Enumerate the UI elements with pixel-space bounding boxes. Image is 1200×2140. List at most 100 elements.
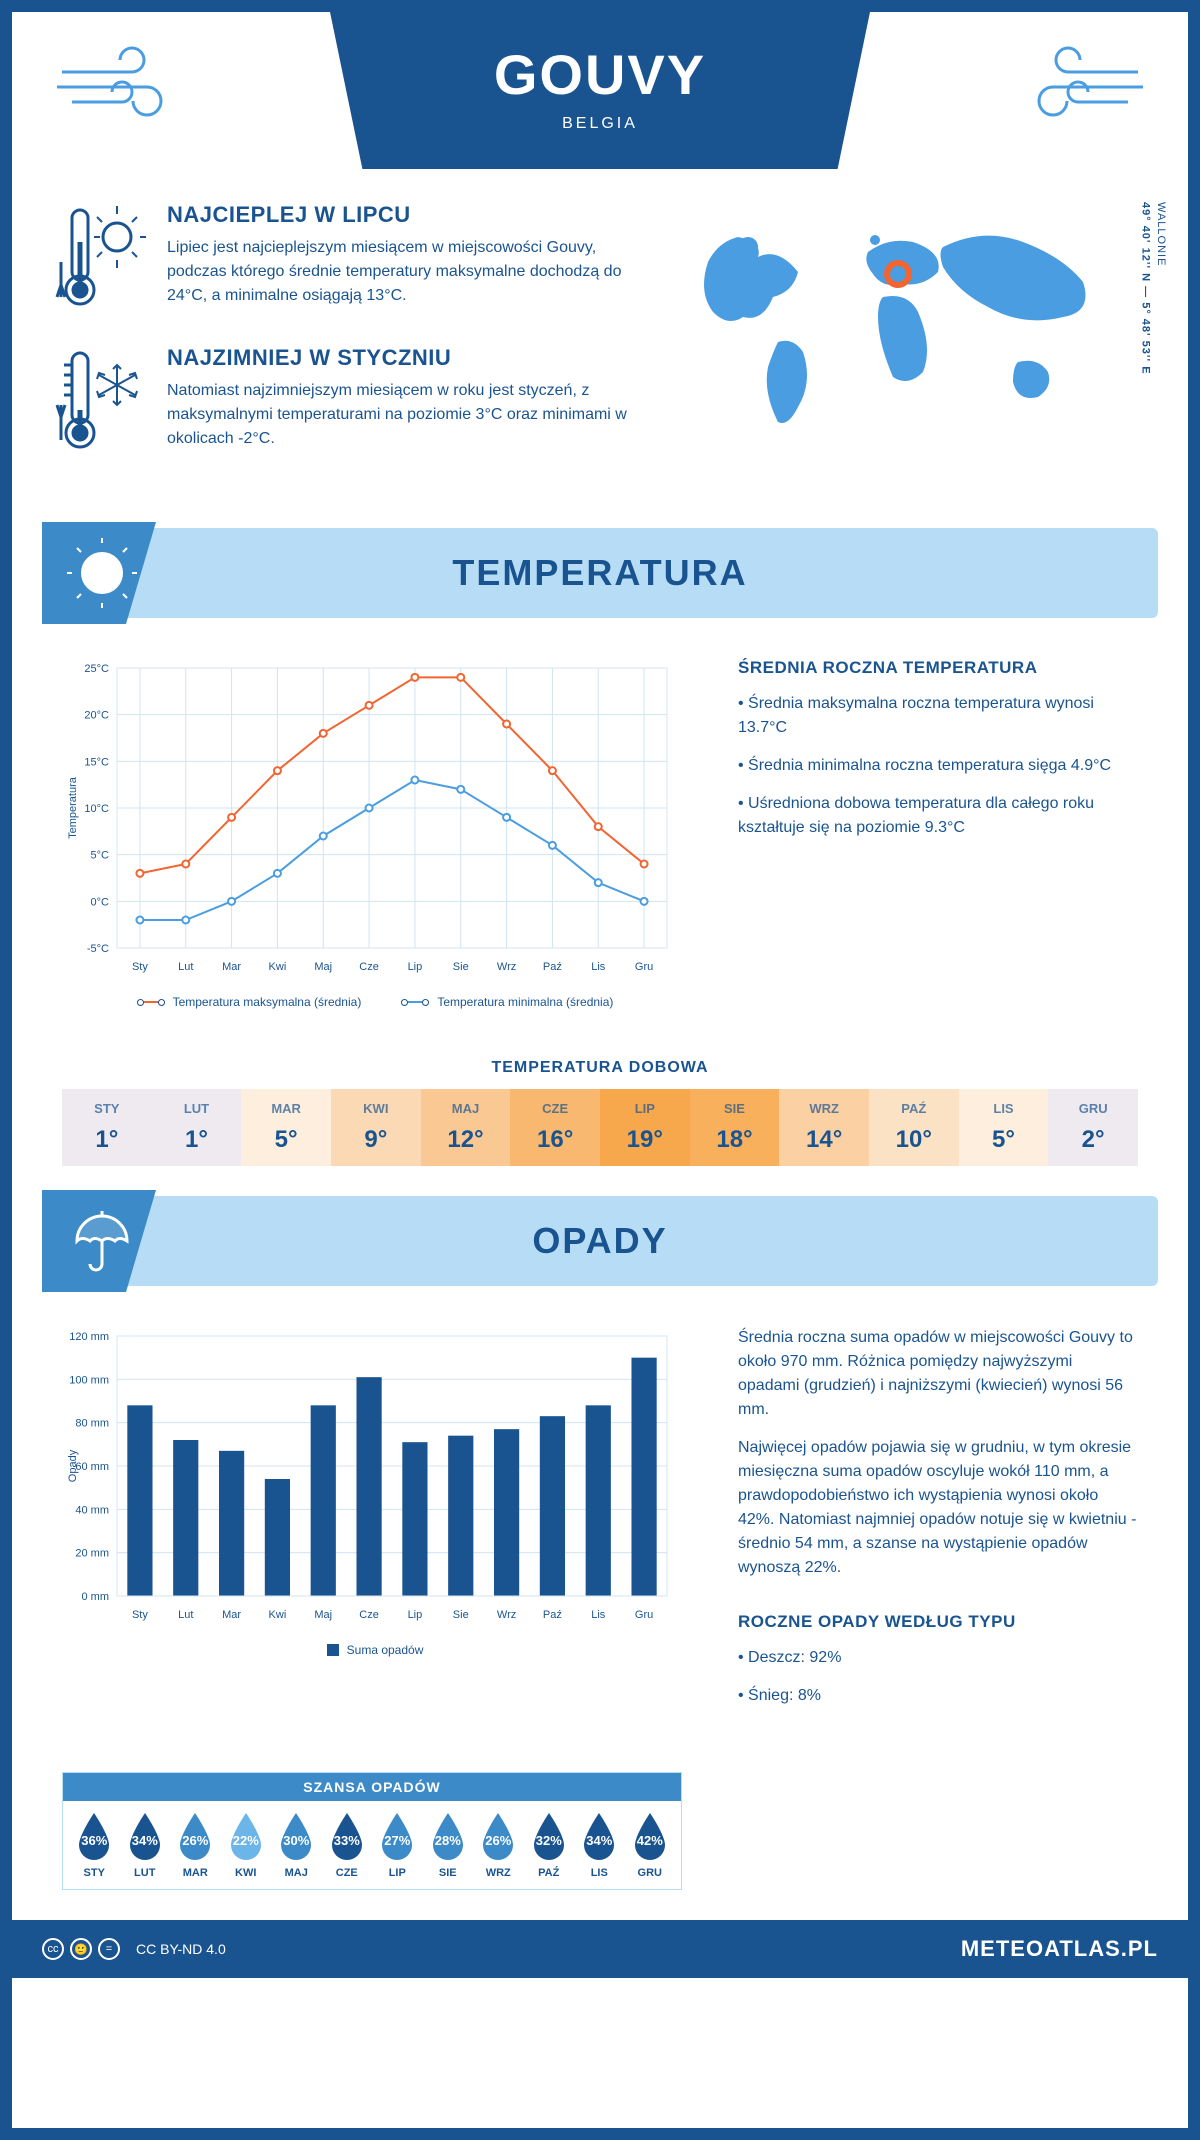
page-header: GOUVY BELGIA: [12, 12, 1188, 192]
svg-text:Gru: Gru: [635, 961, 653, 973]
svg-text:Kwi: Kwi: [269, 1609, 287, 1621]
precip-chance-panel: SZANSA OPADÓW 36% STY 34% LUT 26% MAR 22…: [62, 1772, 682, 1890]
precip-chance-cell: 26% WRZ: [473, 1811, 524, 1879]
svg-text:0 mm: 0 mm: [82, 1591, 110, 1603]
svg-text:Mar: Mar: [222, 961, 241, 973]
svg-text:Lis: Lis: [591, 1609, 606, 1621]
daily-temp-cell: KWI 9°: [331, 1089, 421, 1166]
precip-chance-cell: 32% PAŹ: [524, 1811, 575, 1879]
svg-text:-5°C: -5°C: [87, 943, 109, 955]
svg-text:Sty: Sty: [132, 961, 148, 973]
precip-chance-cell: 42% GRU: [625, 1811, 676, 1879]
svg-text:Paź: Paź: [543, 961, 562, 973]
daily-temp-cell: MAR 5°: [241, 1089, 331, 1166]
svg-text:25°C: 25°C: [84, 663, 109, 675]
chart-legend: Suma opadów: [62, 1643, 688, 1657]
annual-temp-title: ŚREDNIA ROCZNA TEMPERATURA: [738, 658, 1138, 678]
wind-icon: [52, 42, 192, 137]
annual-temp-p2: • Średnia minimalna roczna temperatura s…: [738, 754, 1138, 778]
city-title: GOUVY: [350, 42, 850, 107]
svg-text:Mar: Mar: [222, 1609, 241, 1621]
precip-chance-cell: 27% LIP: [372, 1811, 423, 1879]
svg-text:Wrz: Wrz: [497, 1609, 516, 1621]
svg-text:10°C: 10°C: [84, 803, 109, 815]
svg-text:Sie: Sie: [453, 961, 469, 973]
daily-temp-cell: SIE 18°: [690, 1089, 780, 1166]
precip-chance-cell: 22% KWI: [221, 1811, 272, 1879]
svg-text:100 mm: 100 mm: [69, 1374, 109, 1386]
world-map: WALLONIE 49° 40' 12'' N — 5° 48' 53'' E: [688, 202, 1148, 488]
svg-text:Temperatura: Temperatura: [67, 776, 79, 839]
thermometer-cold-icon: [52, 345, 147, 460]
daily-temp-cell: LIS 5°: [959, 1089, 1049, 1166]
svg-text:40 mm: 40 mm: [75, 1504, 109, 1516]
chart-legend: Temperatura maksymalna (średnia) Tempera…: [62, 995, 688, 1009]
precip-snow: • Śnieg: 8%: [738, 1684, 1138, 1708]
license-text: CC BY-ND 4.0: [136, 1941, 226, 1957]
thermometer-hot-icon: [52, 202, 147, 317]
license-block: cc 🙂 = CC BY-ND 4.0: [42, 1938, 226, 1960]
daily-temp-cell: LIP 19°: [600, 1089, 690, 1166]
temperature-section-header: TEMPERATURA: [42, 528, 1158, 618]
svg-text:Sty: Sty: [132, 1609, 148, 1621]
daily-temp-cell: PAŹ 10°: [869, 1089, 959, 1166]
svg-text:20°C: 20°C: [84, 710, 109, 722]
precip-text-p2: Najwięcej opadów pojawia się w grudniu, …: [738, 1436, 1138, 1580]
daily-temp-table: STY 1° LUT 1° MAR 5° KWI 9° MAJ 12° CZE …: [62, 1089, 1138, 1166]
daily-temp-cell: LUT 1°: [152, 1089, 242, 1166]
precip-chance-cell: 36% STY: [69, 1811, 120, 1879]
precipitation-bar-chart: 0 mm 20 mm 40 mm 60 mm 80 mm 100 mm 120 mm Sty L…: [62, 1326, 682, 1626]
country-subtitle: BELGIA: [350, 115, 850, 133]
precip-chance-cell: 26% MAR: [170, 1811, 221, 1879]
svg-text:60 mm: 60 mm: [75, 1461, 109, 1473]
svg-text:15°C: 15°C: [84, 756, 109, 768]
svg-text:120 mm: 120 mm: [69, 1331, 109, 1343]
precipitation-section-header: OPADY: [42, 1196, 1158, 1286]
svg-text:Maj: Maj: [314, 1609, 332, 1621]
precip-text-p1: Średnia roczna suma opadów w miejscowośc…: [738, 1326, 1138, 1422]
daily-temp-cell: CZE 16°: [510, 1089, 600, 1166]
daily-temp-cell: MAJ 12°: [421, 1089, 511, 1166]
svg-text:Gru: Gru: [635, 1609, 653, 1621]
daily-temp-title: TEMPERATURA DOBOWA: [12, 1059, 1188, 1077]
svg-text:80 mm: 80 mm: [75, 1418, 109, 1430]
precip-chance-title: SZANSA OPADÓW: [63, 1773, 681, 1801]
annual-temp-p1: • Średnia maksymalna roczna temperatura …: [738, 692, 1138, 740]
svg-text:Paź: Paź: [543, 1609, 562, 1621]
wind-icon: [1008, 42, 1148, 137]
precip-by-type-title: ROCZNE OPADY WEDŁUG TYPU: [738, 1612, 1138, 1632]
svg-text:Opady: Opady: [67, 1449, 79, 1482]
precip-chance-cell: 34% LUT: [120, 1811, 171, 1879]
coldest-text: Natomiast najzimniejszym miesiącem w rok…: [167, 379, 648, 451]
legend-swatch-min: [401, 1001, 429, 1003]
svg-text:Lip: Lip: [408, 961, 423, 973]
page-footer: cc 🙂 = CC BY-ND 4.0 METEOATLAS.PL: [12, 1920, 1188, 1978]
svg-text:Kwi: Kwi: [269, 961, 287, 973]
legend-swatch-precip: [327, 1644, 339, 1656]
annual-temp-p3: • Uśredniona dobowa temperatura dla całe…: [738, 792, 1138, 840]
svg-text:Lis: Lis: [591, 961, 606, 973]
daily-temp-cell: GRU 2°: [1048, 1089, 1138, 1166]
by-icon: 🙂: [70, 1938, 92, 1960]
svg-text:Wrz: Wrz: [497, 961, 516, 973]
cc-icon: cc: [42, 1938, 64, 1960]
coldest-block: NAJZIMNIEJ W STYCZNIU Natomiast najzimni…: [52, 345, 648, 460]
svg-text:5°C: 5°C: [91, 850, 110, 862]
precip-chance-cell: 34% LIS: [574, 1811, 625, 1879]
svg-text:20 mm: 20 mm: [75, 1548, 109, 1560]
svg-text:Cze: Cze: [359, 961, 379, 973]
daily-temp-cell: STY 1°: [62, 1089, 152, 1166]
section-title: OPADY: [42, 1220, 1158, 1262]
legend-swatch-max: [137, 1001, 165, 1003]
nd-icon: =: [98, 1938, 120, 1960]
svg-text:Lut: Lut: [178, 961, 193, 973]
svg-text:Lip: Lip: [408, 1609, 423, 1621]
coordinates: WALLONIE 49° 40' 12'' N — 5° 48' 53'' E: [1137, 202, 1168, 375]
warmest-title: NAJCIEPLEJ W LIPCU: [167, 202, 648, 228]
svg-text:Sie: Sie: [453, 1609, 469, 1621]
daily-temp-cell: WRZ 14°: [779, 1089, 869, 1166]
site-logo: METEOATLAS.PL: [961, 1936, 1158, 1962]
temperature-line-chart: -5°C0°C5°C10°C15°C20°C25°CStyLutMarKwiMa…: [62, 658, 682, 978]
svg-text:Lut: Lut: [178, 1609, 193, 1621]
precip-chance-cell: 30% MAJ: [271, 1811, 322, 1879]
